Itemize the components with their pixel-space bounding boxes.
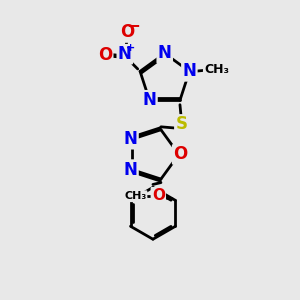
Text: O: O (173, 146, 188, 164)
Text: N: N (158, 44, 172, 62)
Text: S: S (176, 116, 188, 134)
Text: CH₃: CH₃ (124, 191, 146, 201)
Text: +: + (125, 43, 135, 53)
Text: −: − (127, 16, 140, 34)
Text: N: N (124, 130, 137, 148)
Text: N: N (182, 62, 196, 80)
Text: N: N (118, 45, 132, 63)
Text: O: O (98, 46, 112, 64)
Text: N: N (142, 91, 156, 109)
Text: N: N (124, 160, 137, 178)
Text: O: O (152, 188, 165, 203)
Text: O: O (120, 23, 134, 41)
Text: CH₃: CH₃ (204, 63, 229, 76)
